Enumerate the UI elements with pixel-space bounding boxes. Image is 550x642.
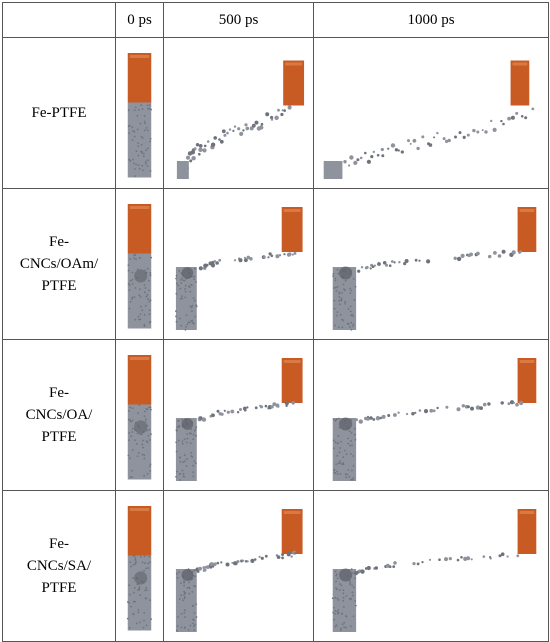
md-snapshot-image [331, 509, 537, 632]
md-snapshot-image [323, 60, 535, 180]
snapshot-1000ps [313, 339, 549, 491]
snapshot-500ps [163, 37, 314, 189]
table-row: Fe-PTFE [2, 37, 549, 189]
column-header-1000ps: 1000 ps [313, 2, 549, 38]
md-snapshot-image [127, 53, 152, 178]
snapshot-500ps [163, 490, 314, 642]
fe-block [127, 53, 152, 103]
cnc-particle [339, 417, 353, 431]
ptfe-base [323, 161, 343, 179]
ptfe-transfer-film [355, 400, 524, 424]
row-label-fe-cncs-oa-ptfe: Fe- CNCs/OA/PTFE [2, 339, 116, 491]
cnc-particle [339, 568, 353, 582]
column-header-0ps: 0 ps [115, 2, 164, 38]
ptfe-transfer-film [195, 550, 297, 573]
cnc-particle [134, 269, 148, 283]
row-label-fe-cncs-sa-ptfe: Fe- CNCs/SA/PTFE [2, 490, 116, 642]
fe-block [127, 506, 152, 556]
ptfe-column [127, 253, 153, 329]
snapshot-0ps [115, 188, 164, 340]
snapshot-500ps [163, 188, 314, 340]
ptfe-column [126, 554, 152, 631]
fe-block [517, 358, 537, 403]
cnc-particle [339, 266, 353, 280]
fe-block [281, 509, 303, 554]
snapshot-0ps [115, 37, 164, 189]
md-snapshot-image [175, 358, 303, 481]
cnc-particle [181, 267, 194, 279]
row-label-text: Fe- CNCs/SA/PTFE [26, 536, 92, 596]
column-header-500ps: 500 ps [163, 2, 314, 38]
fe-block [517, 207, 537, 252]
snapshot-1000ps [313, 188, 549, 340]
row-label-text: Fe- CNCs/OA/PTFE [25, 385, 93, 445]
fe-block [281, 358, 303, 403]
md-snapshot-image [176, 60, 305, 179]
ptfe-transfer-film [325, 107, 535, 180]
ptfe-transfer-film [197, 401, 295, 422]
fe-block [281, 207, 303, 252]
snapshot-1000ps [313, 37, 549, 189]
fe-block [127, 204, 152, 254]
table-row: Fe- CNCs/OA/PTFE [2, 339, 549, 491]
row-label-fe-cncs-oam-ptfe: Fe- CNCs/OAm/PTFE [2, 188, 116, 340]
cnc-particle [181, 569, 194, 581]
cnc-particle [134, 571, 148, 585]
md-snapshot-image [175, 509, 303, 632]
ptfe-base [176, 161, 189, 179]
md-snapshot-image [175, 207, 303, 331]
md-snapshot-image [332, 358, 537, 481]
ptfe-column [127, 102, 152, 178]
fe-block [127, 355, 152, 405]
md-snapshot-image [127, 204, 153, 329]
fe-block [517, 509, 537, 554]
ptfe-transfer-film [198, 251, 297, 271]
snapshot-500ps [163, 339, 314, 491]
row-label-fe-ptfe: Fe-PTFE [2, 37, 116, 189]
md-snapshot-image [126, 506, 152, 631]
md-snapshot-image [127, 355, 152, 480]
cnc-particle [134, 420, 148, 434]
fe-block [510, 60, 530, 106]
snapshot-0ps [115, 339, 164, 491]
cnc-particle [181, 418, 194, 430]
header-row: 0 ps 500 ps 1000 ps [2, 2, 549, 38]
ptfe-transfer-film [176, 105, 292, 179]
table-row: Fe- CNCs/SA/PTFE [2, 490, 549, 642]
ptfe-transfer-film [357, 249, 522, 273]
ptfe-transfer-film [353, 552, 520, 576]
table-row: Fe- CNCs/OAm/PTFE [2, 188, 549, 340]
snapshot-0ps [115, 490, 164, 642]
corner-cell [2, 2, 116, 38]
snapshot-1000ps [313, 490, 549, 642]
fe-block [283, 60, 305, 106]
md-snapshot-image [332, 207, 537, 331]
row-label-text: Fe- CNCs/OAm/PTFE [19, 234, 99, 294]
ptfe-column [127, 404, 152, 480]
row-label-text: Fe-PTFE [31, 105, 87, 121]
